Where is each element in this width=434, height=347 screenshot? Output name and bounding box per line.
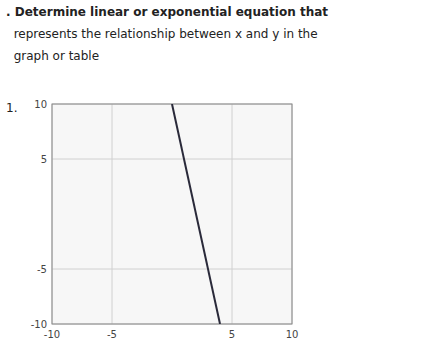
- y-tick-label: 5: [41, 154, 47, 165]
- x-tick-label: 5: [229, 329, 235, 340]
- x-tick-label: -5: [107, 329, 117, 340]
- subtitle: represents the relationship between x an…: [6, 27, 318, 41]
- y-tick-label: -5: [37, 264, 47, 275]
- x-tick-label: -10: [44, 329, 60, 340]
- grid-line-y: [52, 269, 292, 270]
- grid-line-y: [52, 159, 292, 160]
- marks: [172, 104, 220, 324]
- x-tick-label: 10: [286, 329, 299, 340]
- grid-line-x: [112, 104, 113, 324]
- title: . Determine linear or exponential equati…: [6, 5, 328, 19]
- chart-svg: . Determine linear or exponential equati…: [0, 0, 434, 347]
- subtitle: graph or table: [6, 49, 99, 63]
- chart-container: . Determine linear or exponential equati…: [0, 0, 434, 347]
- plot-background: [52, 104, 292, 324]
- problem-number: 1.: [6, 101, 17, 115]
- data-line: [172, 104, 220, 324]
- plot-frame: [52, 104, 292, 324]
- grid-line-x: [232, 104, 233, 324]
- y-tick-label: -10: [31, 319, 47, 330]
- y-tick-label: 10: [34, 99, 47, 110]
